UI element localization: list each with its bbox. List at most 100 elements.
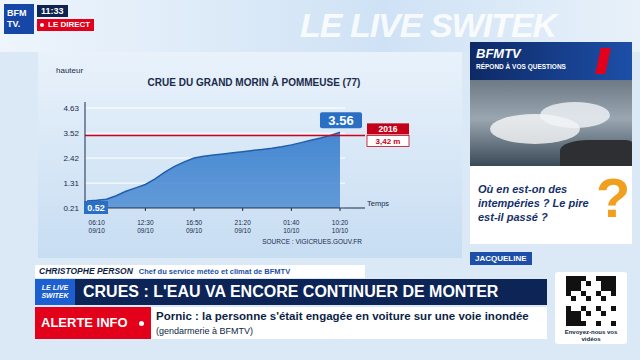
- x-tick-label: 21:2009/10: [235, 219, 252, 234]
- qr-cell: [596, 276, 601, 281]
- logo: BFMTV.: [4, 4, 34, 34]
- qr-cell: [576, 281, 581, 286]
- qr-cell: [601, 296, 606, 301]
- qr-cell: [606, 276, 611, 281]
- qr-cell: [596, 291, 601, 296]
- qr-cell: [571, 286, 576, 291]
- qr-cell: [586, 311, 591, 316]
- speaker-role: Chef du service météo et climat de BFMTV: [139, 267, 290, 276]
- x-tick-label: 10:2010/10: [332, 219, 349, 234]
- x-tick-label: 06:1009/10: [89, 219, 106, 234]
- qr-cell: [581, 321, 586, 326]
- reference-value-box: [367, 135, 409, 146]
- qr-cell: [571, 321, 576, 326]
- chart-title: CRUE DU GRAND MORIN À POMMEUSE (77): [148, 76, 361, 88]
- side-accent: [595, 48, 611, 74]
- qr-cell: [581, 291, 586, 296]
- grid-line: [85, 133, 345, 134]
- qr-cell: [581, 306, 586, 311]
- x-tick: [242, 208, 243, 211]
- qr-cell: [566, 306, 571, 311]
- side-brand: BFMTV: [476, 46, 521, 61]
- qr-cell: [571, 311, 576, 316]
- stage: LE LIVE SWITEKBFMTV.11:33LE DIRECTCRUE D…: [0, 0, 640, 360]
- qr-cell: [566, 281, 571, 286]
- y-tick-label: 0.21: [63, 204, 79, 213]
- alert-label: ALERTE INFO: [35, 307, 151, 339]
- x-tick-label: 01:4010/10: [283, 219, 300, 234]
- qr-cell: [611, 291, 616, 296]
- name-bar: CHRISTOPHE PERSON Chef du service météo e…: [35, 265, 365, 278]
- value-label-group: 0.52: [84, 201, 108, 214]
- qr-box: Envoyez-nous vos vidéos: [555, 272, 627, 344]
- qr-cell: [601, 276, 606, 281]
- logo-line: TV.: [7, 19, 31, 30]
- qr-caption: Envoyez-nous vos vidéos: [557, 329, 625, 343]
- y-axis-title: hauteur: [56, 66, 83, 75]
- qr-cell: [571, 276, 576, 281]
- qr-cell: [566, 291, 571, 296]
- qr-cell: [576, 311, 581, 316]
- clock: 11:33: [37, 5, 68, 17]
- qr-cell: [566, 286, 571, 291]
- qr-cell: [606, 281, 611, 286]
- viewer-name: JACQUELINE: [470, 252, 532, 265]
- y-tick-label: 2.42: [63, 154, 79, 163]
- qr-cell: [611, 281, 616, 286]
- x-tick-label: 12:3009/10: [137, 219, 154, 234]
- value-label-box: [84, 201, 108, 214]
- x-tick: [194, 208, 195, 211]
- value-label-group: 3.56: [320, 112, 362, 128]
- qr-cell: [566, 276, 571, 281]
- qr-cell: [571, 316, 576, 321]
- show-badge: LE LIVE SWITEK: [35, 279, 75, 305]
- side-tagline: RÉPOND À VOS QUESTIONS: [476, 63, 566, 70]
- plot-marks: [85, 132, 365, 208]
- speaker-name: CHRISTOPHE PERSON: [39, 266, 133, 276]
- area: [87, 132, 340, 208]
- x-tick: [291, 208, 292, 211]
- qr-cell: [566, 321, 571, 326]
- qr-cell: [601, 311, 606, 316]
- x-tick: [340, 208, 341, 211]
- alert-text: Pornic : la personne s'était engagée en …: [156, 309, 544, 338]
- qr-cell: [596, 306, 601, 311]
- reference-label-box: [367, 123, 409, 134]
- qr-cell: [586, 281, 591, 286]
- qr-cell: [596, 321, 601, 326]
- logo-line: BFM: [7, 8, 31, 19]
- source: SOURCE : VIGICRUES.GOUV.FR: [262, 238, 362, 245]
- x-tick: [145, 208, 146, 211]
- headline-bar: CRUES : L'EAU VA ENCORE CONTINUER DE MON…: [75, 279, 547, 305]
- live-badge: LE DIRECT: [37, 19, 94, 31]
- qr-cell: [611, 286, 616, 291]
- value-label: 3.56: [328, 113, 353, 128]
- alert-dot: [139, 321, 144, 326]
- qr-cell: [611, 276, 616, 281]
- qr-cell: [571, 296, 576, 301]
- reference-label: 2016: [379, 124, 398, 134]
- qr-cell: [576, 276, 581, 281]
- qr-cell: [611, 321, 616, 326]
- x-axis: [85, 208, 365, 209]
- grid-line: [85, 108, 345, 109]
- alert-message: Pornic : la personne s'était engagée en …: [156, 310, 529, 322]
- question-text: Où en est-on des intempéries ? Le pire e…: [478, 182, 596, 224]
- x-axis-title: Temps: [367, 199, 389, 208]
- backdrop-text: LE LIVE SWITEK: [300, 6, 556, 45]
- reference-line: [85, 135, 365, 137]
- reference-value: 3,42 m: [376, 137, 401, 146]
- alert-bar: Pornic : la personne s'était engagée en …: [151, 307, 547, 339]
- value-label: 0.52: [87, 203, 105, 213]
- qr-cell: [576, 321, 581, 326]
- alert-source: (gendarmerie à BFMTV): [156, 326, 253, 336]
- qr-cell: [606, 286, 611, 291]
- qr-cell: [586, 296, 591, 301]
- side-header: BFMTV RÉPOND À VOS QUESTIONS: [470, 42, 632, 80]
- y-tick-label: 1.31: [63, 179, 79, 188]
- qr-cell: [576, 316, 581, 321]
- line: [87, 132, 340, 201]
- y-tick-label: 4.63: [63, 104, 79, 113]
- qr-cell: [571, 281, 576, 286]
- qr-cell: [576, 286, 581, 291]
